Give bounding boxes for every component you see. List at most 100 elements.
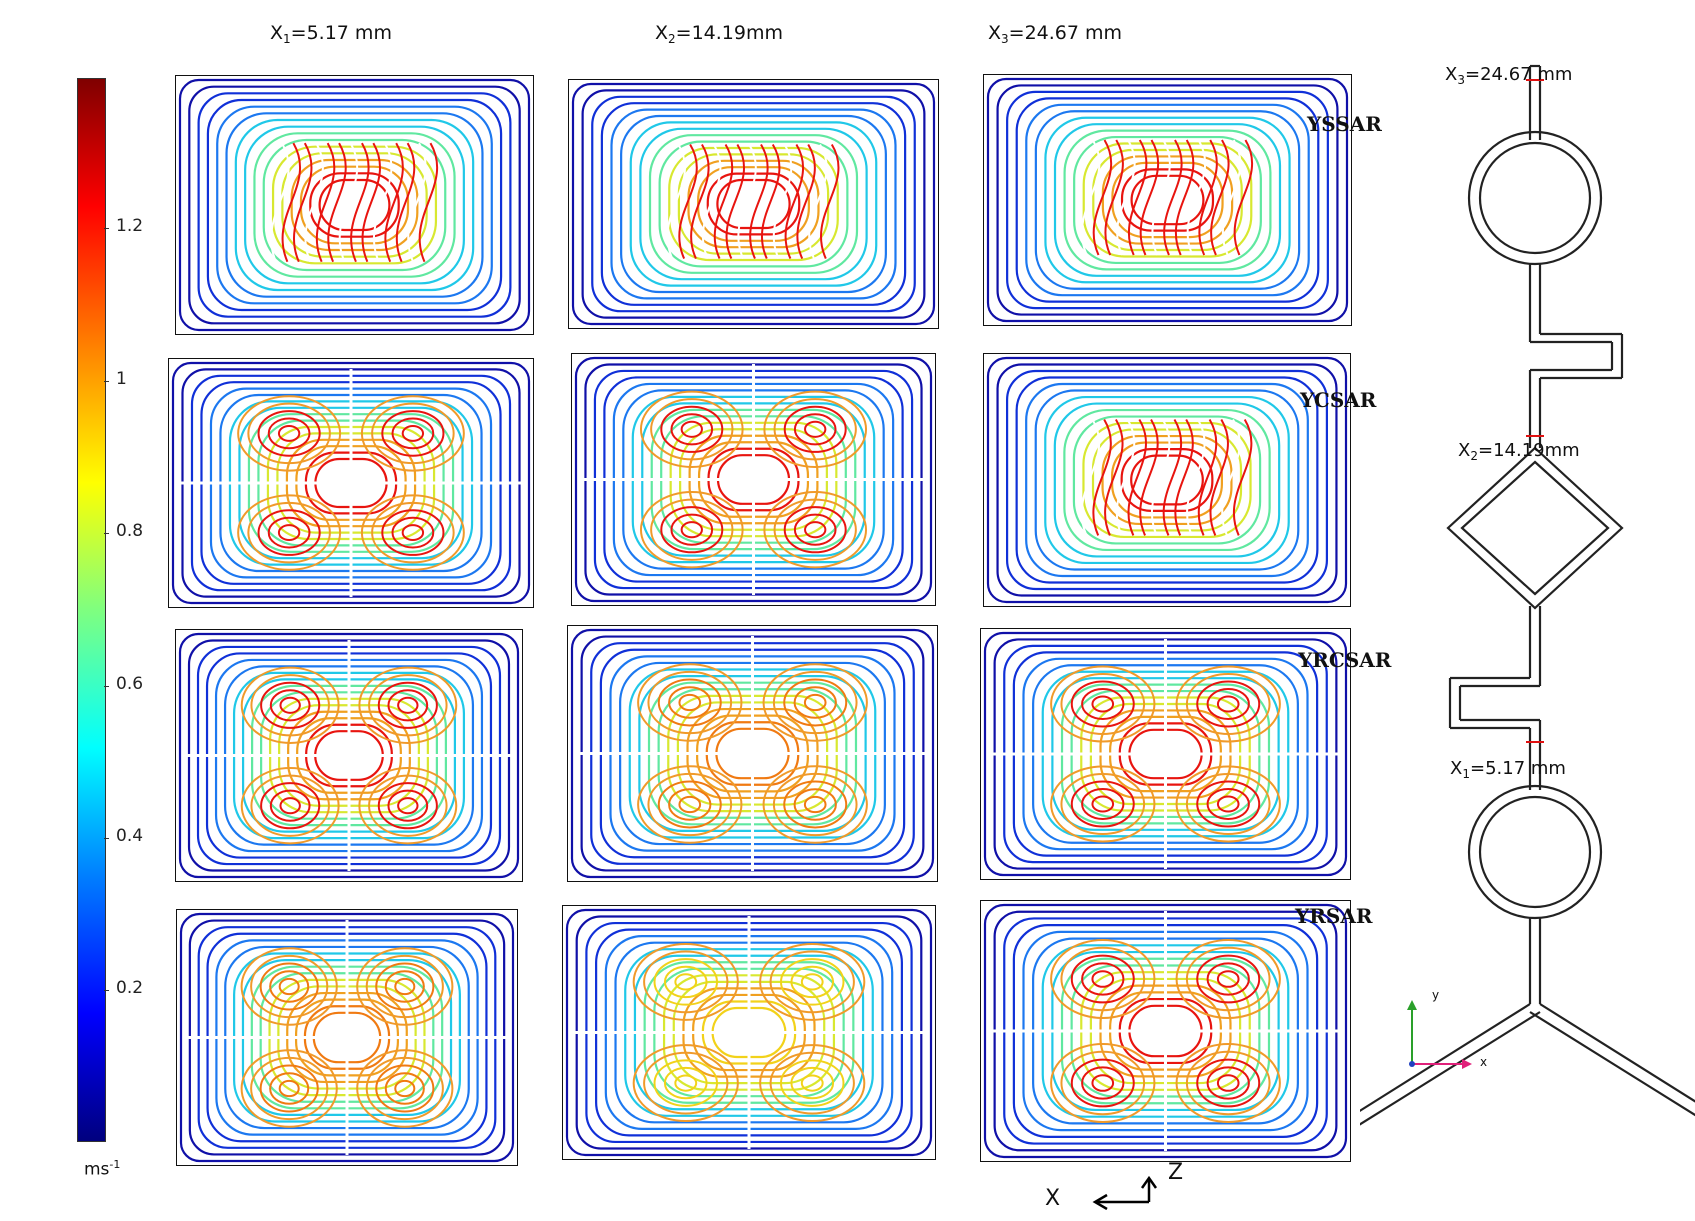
streamline [234, 118, 475, 292]
streamline [188, 85, 521, 325]
vortex-streamline [772, 670, 858, 735]
streamline [1006, 90, 1329, 310]
vortex-streamline [1070, 680, 1135, 728]
vortex-streamline [375, 1064, 435, 1113]
micromixer-geometry [1360, 64, 1695, 1126]
chaotic-streamline [1127, 419, 1147, 536]
vortex-streamline [804, 420, 827, 438]
vortex-streamline [800, 1074, 824, 1092]
streamline [178, 632, 520, 879]
streamline-field [178, 632, 520, 879]
vortex-streamline [1060, 673, 1146, 735]
colorbar-tick [104, 228, 109, 229]
streamline [262, 138, 447, 272]
vortex-streamline [653, 1059, 719, 1107]
vortex-streamline [769, 950, 855, 1014]
vortex-streamline [397, 797, 419, 815]
chaotic-streamline [796, 143, 816, 259]
vortex-streamline [375, 962, 435, 1011]
vortex-streamline [384, 970, 425, 1003]
chaotic-streamline [1092, 419, 1112, 536]
chaotic-streamline [1186, 419, 1206, 536]
vortex-streamline [759, 942, 866, 1021]
vortex-streamline [267, 516, 311, 549]
vortex-streamline [356, 947, 454, 1026]
vortex-streamline [773, 398, 857, 461]
section-axis-x-label: X [1045, 1186, 1061, 1211]
vortex-streamline [1050, 1043, 1156, 1123]
vortex-streamline [237, 494, 342, 571]
vortex-streamline [647, 772, 733, 837]
streamline-field [983, 631, 1348, 877]
chaotic-streamline [338, 142, 359, 263]
vortex-streamline [1206, 688, 1250, 720]
streamline [1053, 123, 1282, 277]
vortex-streamline [365, 1056, 444, 1121]
vortex-streamline [783, 506, 847, 554]
vortex-streamline [663, 1066, 708, 1100]
streamline [581, 89, 926, 319]
column-title-3: X3=24.67 mm [988, 22, 1123, 46]
chaotic-streamline [820, 143, 840, 259]
vortex-streamline [250, 674, 330, 737]
vortex-streamline [1185, 673, 1271, 735]
vortex-streamline [1070, 780, 1135, 828]
vortex-streamline [1216, 1074, 1240, 1092]
chaotic-streamline [1080, 419, 1101, 536]
streamline-field [986, 356, 1348, 604]
colorbar-tick [104, 990, 109, 991]
vortex-streamline [260, 782, 321, 830]
vortex-streamline [360, 494, 465, 571]
vortex-streamline [371, 402, 455, 465]
streamline-field [574, 356, 933, 603]
colorbar-tick [104, 381, 109, 382]
geometry-label-yrsar: YRSAR [1295, 904, 1373, 928]
vortex-streamline [783, 780, 848, 829]
vortex-streamline [1216, 795, 1240, 813]
vortex-streamline [371, 501, 455, 564]
streamline [620, 114, 887, 294]
streamline [1101, 434, 1233, 526]
section-axis-z-label: Z [1168, 1160, 1184, 1185]
streamline [1082, 142, 1253, 258]
streamline [1015, 97, 1320, 303]
chaotic-streamline [1139, 419, 1159, 536]
chaotic-streamline [1092, 139, 1113, 256]
vortex-streamline [793, 788, 837, 821]
chaotic-streamline [281, 142, 301, 263]
vortex-streamline [773, 498, 857, 561]
vortex-streamline [1185, 773, 1271, 835]
streamline [1025, 382, 1309, 578]
colorbar-tick [104, 686, 109, 687]
vortex-streamline [1060, 773, 1146, 835]
chaotic-streamline [1198, 139, 1218, 256]
streamline [197, 92, 512, 318]
vortex-streamline [1091, 1074, 1115, 1092]
vortex-streamline [391, 417, 435, 450]
vortex-streamline [1185, 946, 1271, 1012]
vortex-streamline [804, 521, 827, 539]
vortex-streamline [240, 1049, 338, 1128]
chaotic-streamline [1186, 139, 1207, 256]
chaotic-streamline [678, 143, 698, 259]
chaotic-streamline [808, 143, 828, 259]
column-title-2: X2=14.19mm [655, 22, 784, 46]
vortex-streamline [762, 663, 868, 742]
vortex-streamline [387, 789, 429, 822]
colorbar-unit: ms-1 [84, 1158, 121, 1180]
chaotic-streamline [418, 142, 439, 263]
vortex-streamline [269, 970, 310, 1003]
vortex-streamline [783, 405, 847, 453]
vortex-streamline [401, 524, 425, 542]
chaotic-streamline [1163, 139, 1183, 256]
vortex-streamline [240, 947, 338, 1026]
colorbar-tick-label: 1.2 [116, 216, 144, 236]
vortex-streamline [247, 402, 331, 465]
vortex-streamline [678, 795, 702, 814]
streamline [983, 631, 1348, 877]
vortex-streamline [1196, 954, 1261, 1004]
vortex-streamline [637, 663, 743, 742]
streamline [1063, 129, 1272, 271]
vortex-streamline [1175, 1043, 1281, 1123]
vortex-streamline [1216, 695, 1240, 713]
